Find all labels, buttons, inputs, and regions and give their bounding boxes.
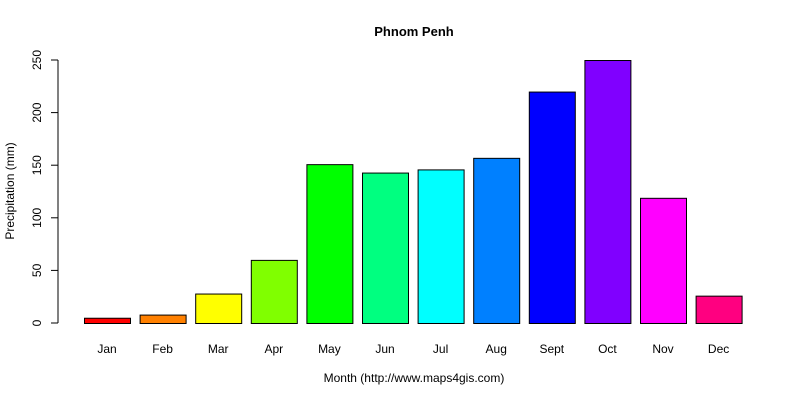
x-axis-label: Month (http://www.maps4gis.com) (324, 371, 505, 385)
x-tick-label: Jun (375, 342, 394, 356)
bar-may (306, 164, 354, 324)
x-tick-label: Feb (152, 342, 173, 356)
x-tick-label: Aug (486, 342, 507, 356)
x-tick-label: Mar (208, 342, 229, 356)
chart-title: Phnom Penh (374, 24, 454, 39)
x-tick-label: Oct (598, 342, 617, 356)
y-tick-label: 200 (30, 102, 44, 122)
bar-aug (473, 157, 521, 324)
x-axis-labels: Jan Feb Mar Apr May Jun Jul Aug Sept Oct Nov Dec (97, 342, 729, 356)
x-tick-label: Apr (264, 342, 283, 356)
y-tick-label: 0 (30, 319, 44, 326)
y-axis: 0 50 100 150 200 250 (30, 50, 59, 326)
bar-dec (695, 295, 743, 325)
bar-apr (250, 259, 298, 325)
x-tick-label: Dec (708, 342, 729, 356)
y-tick-label: 100 (30, 207, 44, 227)
bar-jul (417, 169, 465, 324)
bar-sept (528, 91, 576, 324)
x-tick-label: Nov (652, 342, 673, 356)
bar-feb (139, 314, 187, 325)
x-tick-label: Jul (433, 342, 448, 356)
x-tick-label: Sept (539, 342, 564, 356)
y-axis-label: Precipitation (mm) (3, 142, 17, 239)
bar-nov (640, 197, 687, 324)
y-tick-label: 50 (30, 263, 44, 277)
bar-jan (84, 317, 131, 324)
bar-jun (362, 172, 409, 324)
bar-oct (584, 60, 632, 324)
x-tick-label: Jan (97, 342, 116, 356)
x-tick-label: May (318, 342, 341, 356)
bar-mar (195, 293, 243, 325)
y-tick-label: 250 (30, 50, 44, 70)
bars-group (84, 60, 743, 325)
y-tick-label: 150 (30, 155, 44, 175)
